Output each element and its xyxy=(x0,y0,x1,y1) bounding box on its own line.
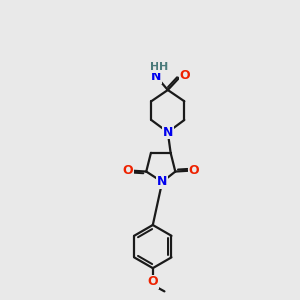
Text: H: H xyxy=(158,62,168,72)
Text: N: N xyxy=(152,70,162,83)
Text: N: N xyxy=(157,176,167,188)
Text: H: H xyxy=(150,62,159,72)
Text: O: O xyxy=(188,164,199,177)
Text: O: O xyxy=(179,69,190,82)
Text: O: O xyxy=(148,275,158,288)
Text: N: N xyxy=(163,126,173,139)
Text: O: O xyxy=(123,164,133,177)
